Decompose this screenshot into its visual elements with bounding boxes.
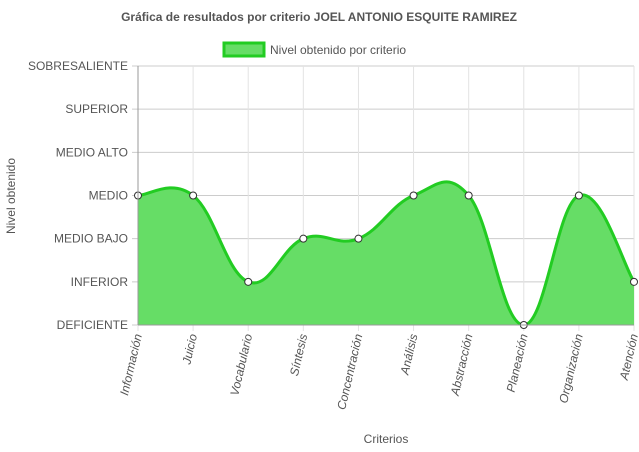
data-point-2[interactable] [189, 191, 198, 200]
legend-label: Nivel obtenido por criterio [270, 43, 406, 57]
y-tick-label: SOBRESALIENTE [28, 59, 128, 73]
y-axis-title: Nivel obtenido [4, 158, 18, 234]
data-point-10[interactable] [630, 277, 638, 286]
x-tick-label: Abstracción [448, 332, 476, 398]
data-point-5[interactable] [354, 234, 363, 243]
x-tick-label: Vocabulario [227, 332, 255, 397]
x-axis-title: Criterios [364, 432, 409, 446]
y-tick-label: DEFICIENTE [57, 318, 128, 332]
data-point-3[interactable] [244, 277, 253, 286]
x-tick-label: Análisis [397, 333, 420, 377]
y-tick-label: MEDIO ALTO [56, 145, 128, 159]
y-tick-label: MEDIO BAJO [54, 232, 128, 246]
data-point-9[interactable] [574, 191, 583, 200]
y-tick-label: SUPERIOR [65, 102, 128, 116]
x-tick-label: Concentración [334, 332, 365, 411]
x-tick-label: Síntesis [287, 333, 310, 378]
data-point-6[interactable] [409, 191, 418, 200]
x-tick-label: Organización [556, 332, 586, 404]
y-tick-label: INFERIOR [71, 275, 129, 289]
legend[interactable]: Nivel obtenido por criterio [222, 41, 406, 58]
area-layer [138, 180, 634, 325]
x-tick-label: Información [117, 332, 145, 397]
axis-layer: DEFICIENTE INFERIOR MEDIO BAJO MEDIO MEDIO A… [28, 59, 639, 411]
x-tick-label: Planeación [504, 332, 531, 393]
chart-title: Gráfica de resultados por criterio JOEL … [121, 10, 517, 24]
data-point-4[interactable] [299, 234, 308, 243]
point-layer [134, 191, 638, 329]
series-area-fill [138, 181, 634, 325]
y-tick-label: MEDIO [89, 189, 128, 203]
x-tick-label: Atención [617, 332, 639, 382]
data-point-7[interactable] [464, 191, 473, 200]
x-tick-label: Juicio [179, 332, 200, 366]
legend-swatch [222, 41, 266, 58]
